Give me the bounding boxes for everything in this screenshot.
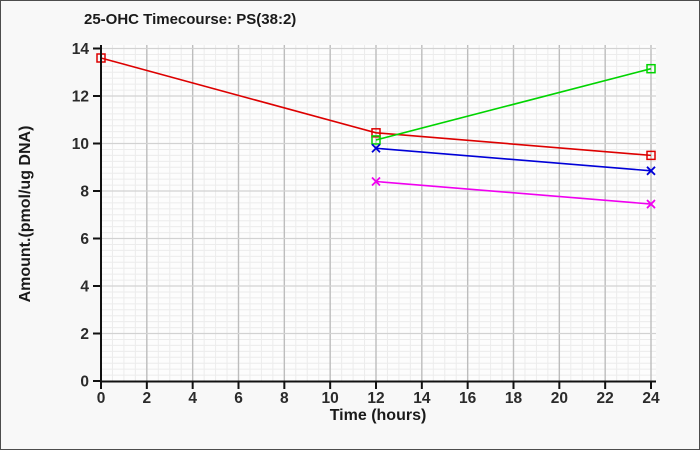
series-green-line (375, 67, 652, 141)
series-blue-marker (371, 143, 381, 153)
plot-background (101, 45, 656, 381)
x-tick-label: 22 (597, 390, 614, 407)
chart-title: 25-OHC Timecourse: PS(38:2) (84, 11, 297, 28)
x-tick-label: 20 (551, 390, 568, 407)
x-tick-label: 8 (280, 390, 289, 407)
series-magenta-marker (646, 199, 656, 209)
x-tick-label: 4 (188, 390, 197, 407)
x-tick-label: 0 (97, 390, 106, 407)
y-tick-label: 10 (72, 136, 89, 153)
x-tick-label: 12 (367, 390, 384, 407)
series-green-marker (646, 63, 656, 74)
series-magenta-line (375, 180, 652, 205)
series-blue-line (375, 147, 652, 172)
x-tick-label: 10 (322, 390, 339, 407)
series-green-marker (371, 135, 381, 145)
y-tick-label: 8 (80, 184, 89, 201)
series-red-marker (371, 128, 381, 138)
series-red-marker (646, 150, 656, 161)
y-tick-label: 2 (80, 326, 89, 343)
x-tick-label: 14 (413, 390, 431, 407)
y-tick-label: 12 (72, 89, 89, 106)
y-tick-label: 6 (80, 231, 89, 248)
y-tick-label: 14 (72, 41, 90, 58)
series-red-line (100, 57, 652, 157)
x-tick-label: 16 (459, 390, 477, 407)
x-axis-label: Time (hours) (329, 407, 427, 424)
y-tick-label: 4 (80, 279, 89, 296)
y-tick-label: 0 (80, 374, 89, 391)
series-blue-marker (646, 166, 656, 176)
x-tick-label: 2 (143, 390, 152, 407)
x-tick-label: 18 (505, 390, 523, 407)
series-magenta-marker (371, 176, 381, 187)
x-tick-label: 24 (642, 390, 660, 407)
x-tick-label: 6 (234, 390, 243, 407)
